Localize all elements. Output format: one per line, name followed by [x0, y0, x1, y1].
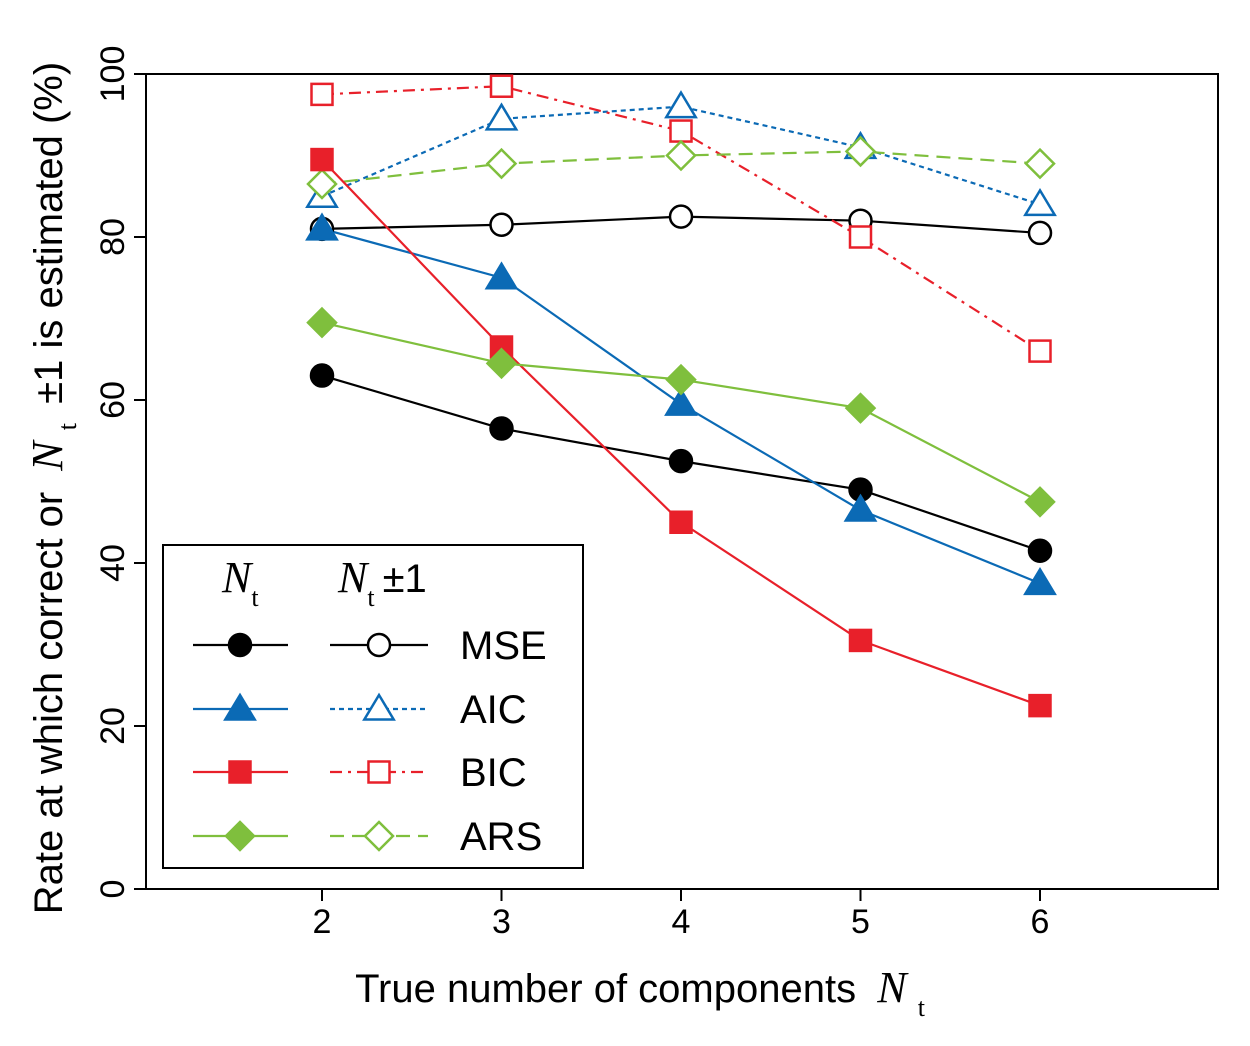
data-point-bic-nt [310, 147, 334, 172]
series-marks [305, 74, 1057, 718]
data-point-bic-nt-pm1 [489, 74, 514, 98]
y-tick-label: 0 [94, 880, 132, 899]
legend-label-mse: MSE [460, 624, 547, 668]
legend-header-nt: Nt [221, 553, 259, 612]
data-point-mse-nt [1027, 538, 1053, 564]
data-point-ars-nt [306, 306, 338, 339]
legend-marker-aic-nt [223, 692, 257, 721]
x-tick-label: 4 [672, 903, 691, 941]
data-point-ars-nt-pm1 [485, 147, 518, 180]
legend-marker-mse-nt [227, 632, 253, 658]
data-point-aic-nt [305, 212, 339, 241]
series-line-aic-nt-pm1 [321, 105, 1041, 206]
y-tick-label: 20 [94, 707, 132, 745]
x-axis-label-text: True number of components [355, 967, 856, 1011]
data-point-ars-nt [665, 363, 697, 396]
y-axis-label-subscript: t [53, 422, 82, 430]
data-point-ars-nt-pm1 [306, 168, 338, 200]
data-point-bic-nt-pm1 [669, 119, 693, 143]
legend-label-bic: BIC [460, 751, 527, 795]
data-point-mse-nt [309, 363, 335, 388]
data-point-mse-nt [489, 416, 514, 441]
data-point-ars-nt [844, 392, 877, 424]
data-point-mse-nt-pm1 [1027, 220, 1053, 246]
y-axis-label: Rate at which correct or N t ±1 is estim… [23, 62, 85, 914]
legend-header-nt-pm1: Nt ±1 [337, 553, 427, 612]
y-tick-label: 100 [94, 46, 132, 103]
legend-marker-ars-nt-pm1 [363, 820, 395, 852]
y-tick-label: 60 [94, 381, 132, 419]
data-point-aic-nt-pm1 [664, 90, 698, 119]
data-point-bic-nt-pm1 [848, 225, 873, 249]
legend: Nt Nt ±1 MSE AIC BIC ARS [162, 544, 584, 869]
legend-marker-bic-nt [228, 760, 252, 784]
data-point-bic-nt [669, 510, 693, 534]
y-axis-label-suffix: ±1 is estimated (%) [27, 62, 71, 404]
y-tick-label: 40 [94, 544, 132, 582]
x-tick-label: 6 [1031, 903, 1050, 941]
data-point-bic-nt [1028, 693, 1052, 718]
data-point-ars-nt-pm1 [665, 139, 697, 172]
x-tick-label: 5 [851, 903, 870, 941]
y-axis-label-prefix: Rate at which correct or [27, 492, 71, 914]
data-point-bic-nt-pm1 [1028, 339, 1052, 363]
y-tick-label: 80 [94, 218, 132, 256]
data-point-bic-nt [848, 628, 873, 653]
data-point-ars-nt-pm1 [844, 135, 877, 168]
data-point-aic-nt [1023, 566, 1057, 596]
data-point-ars-nt [1024, 486, 1056, 518]
legend-marker-ars-nt [224, 820, 256, 852]
data-point-mse-nt-pm1 [668, 204, 694, 229]
data-point-mse-nt [668, 448, 694, 474]
x-axis-label-subscript: t [918, 993, 926, 1022]
legend-marker-aic-nt-pm1 [362, 692, 396, 721]
data-point-aic-nt [843, 493, 878, 522]
data-point-aic-nt-pm1 [1023, 187, 1057, 217]
data-point-ars-nt-pm1 [1024, 147, 1056, 180]
data-point-aic-nt [484, 261, 519, 290]
legend-label-ars: ARS [460, 815, 542, 859]
x-axis-label-symbol: N [876, 963, 909, 1012]
legend-marker-bic-nt-pm1 [367, 760, 391, 784]
data-point-mse-nt-pm1 [489, 212, 514, 238]
legend-rows: MSE AIC BIC ARS [193, 624, 547, 859]
data-point-bic-nt-pm1 [310, 82, 334, 107]
legend-marker-mse-nt-pm1 [366, 632, 392, 658]
series-line-bic-nt-pm1 [321, 85, 1041, 353]
y-axis-label-symbol: N [23, 439, 72, 472]
data-point-aic-nt [664, 387, 698, 416]
legend-label-aic: AIC [460, 688, 527, 732]
data-point-ars-nt [485, 347, 518, 380]
x-axis-label: True number of components N t [355, 963, 926, 1022]
x-tick-label: 2 [313, 903, 332, 941]
data-point-aic-nt-pm1 [484, 102, 519, 131]
x-tick-label: 3 [492, 903, 511, 941]
